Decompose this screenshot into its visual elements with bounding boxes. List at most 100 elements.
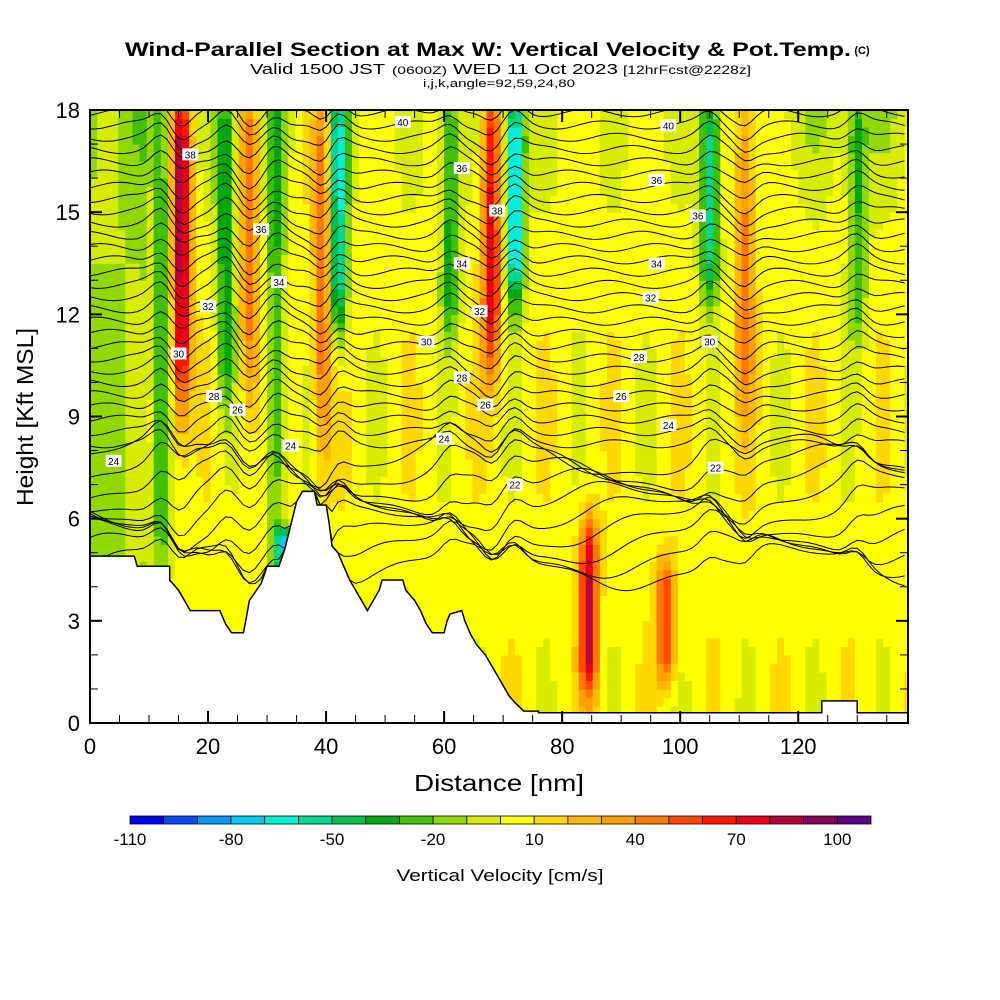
field-cell <box>422 297 431 307</box>
field-cell <box>118 254 126 264</box>
field-cell <box>146 195 155 205</box>
field-cell <box>550 373 558 383</box>
field-cell <box>444 459 452 469</box>
field-cell <box>337 544 346 554</box>
field-cell <box>337 331 346 341</box>
field-cell <box>401 280 410 290</box>
field-cell <box>479 220 488 230</box>
field-cell <box>245 391 254 401</box>
field-cell <box>267 527 275 537</box>
field-cell <box>557 178 566 188</box>
field-cell <box>387 442 396 452</box>
field-cell <box>274 399 282 409</box>
field-cell <box>529 612 537 622</box>
field-cell <box>465 450 474 460</box>
field-cell <box>125 246 134 256</box>
field-cell <box>522 552 530 562</box>
field-cell <box>189 271 197 281</box>
field-cell <box>125 254 134 264</box>
field-cell <box>458 450 466 460</box>
field-cell <box>182 425 190 435</box>
field-cell <box>330 314 339 324</box>
field-cell <box>557 671 566 681</box>
field-cell <box>260 408 268 418</box>
field-cell <box>160 356 169 366</box>
field-cell <box>274 348 282 358</box>
field-cell <box>458 271 466 281</box>
field-cell <box>394 127 403 137</box>
field-cell <box>97 382 105 392</box>
field-cell <box>132 527 141 537</box>
field-cell <box>564 178 573 188</box>
field-cell <box>557 654 566 664</box>
field-cell <box>125 382 134 392</box>
field-cell <box>281 382 289 392</box>
field-cell <box>458 544 466 554</box>
field-cell <box>125 433 134 443</box>
field-cell <box>288 169 296 179</box>
field-cell <box>104 271 112 281</box>
field-cell <box>352 322 360 332</box>
field-cell <box>366 484 374 494</box>
field-cell <box>175 399 183 409</box>
field-cell <box>182 459 190 469</box>
field-cell <box>323 169 332 179</box>
field-cell <box>104 544 112 554</box>
field-cell <box>281 178 289 188</box>
field-cell <box>458 314 466 324</box>
field-cell <box>571 382 580 392</box>
field-cell <box>245 322 254 332</box>
field-cell <box>437 416 445 426</box>
field-cell <box>529 373 537 383</box>
field-cell <box>401 152 410 162</box>
field-cell <box>189 127 197 137</box>
field-cell <box>196 348 204 358</box>
field-cell <box>302 288 311 298</box>
field-cell <box>203 518 211 528</box>
field-cell <box>281 373 289 383</box>
field-cell <box>422 254 431 264</box>
field-cell <box>252 552 261 562</box>
field-cell <box>415 212 424 222</box>
field-cell <box>564 297 573 307</box>
field-cell <box>104 348 112 358</box>
field-cell <box>444 212 452 222</box>
field-cell <box>465 535 474 545</box>
field-cell <box>132 110 141 120</box>
field-cell <box>175 237 183 247</box>
field-cell <box>437 399 445 409</box>
field-cell <box>401 331 410 341</box>
field-cell <box>557 263 566 273</box>
field-cell <box>224 118 233 128</box>
field-cell <box>189 254 197 264</box>
field-cell <box>238 271 247 281</box>
field-cell <box>97 169 105 179</box>
field-cell <box>380 331 389 341</box>
field-cell <box>345 280 353 290</box>
field-cell <box>472 195 481 205</box>
field-cell <box>189 399 197 409</box>
field-cell <box>330 144 339 154</box>
field-cell <box>408 382 417 392</box>
field-cell <box>571 288 580 298</box>
field-cell <box>352 467 360 477</box>
field-cell <box>401 425 410 435</box>
field-cell <box>543 382 551 392</box>
field-cell <box>472 169 481 179</box>
field-cell <box>437 169 445 179</box>
field-cell <box>514 220 523 230</box>
field-cell <box>373 510 381 520</box>
field-cell <box>507 603 516 613</box>
field-cell <box>380 152 389 162</box>
field-cell <box>571 569 580 579</box>
field-cell <box>543 442 551 452</box>
field-cell <box>352 365 360 375</box>
field-cell <box>366 569 374 579</box>
field-cell <box>274 127 282 137</box>
field-cell <box>522 220 530 230</box>
field-cell <box>224 220 233 230</box>
field-cell <box>238 586 247 596</box>
field-cell <box>415 144 424 154</box>
field-cell <box>415 552 424 562</box>
field-cell <box>267 212 275 222</box>
